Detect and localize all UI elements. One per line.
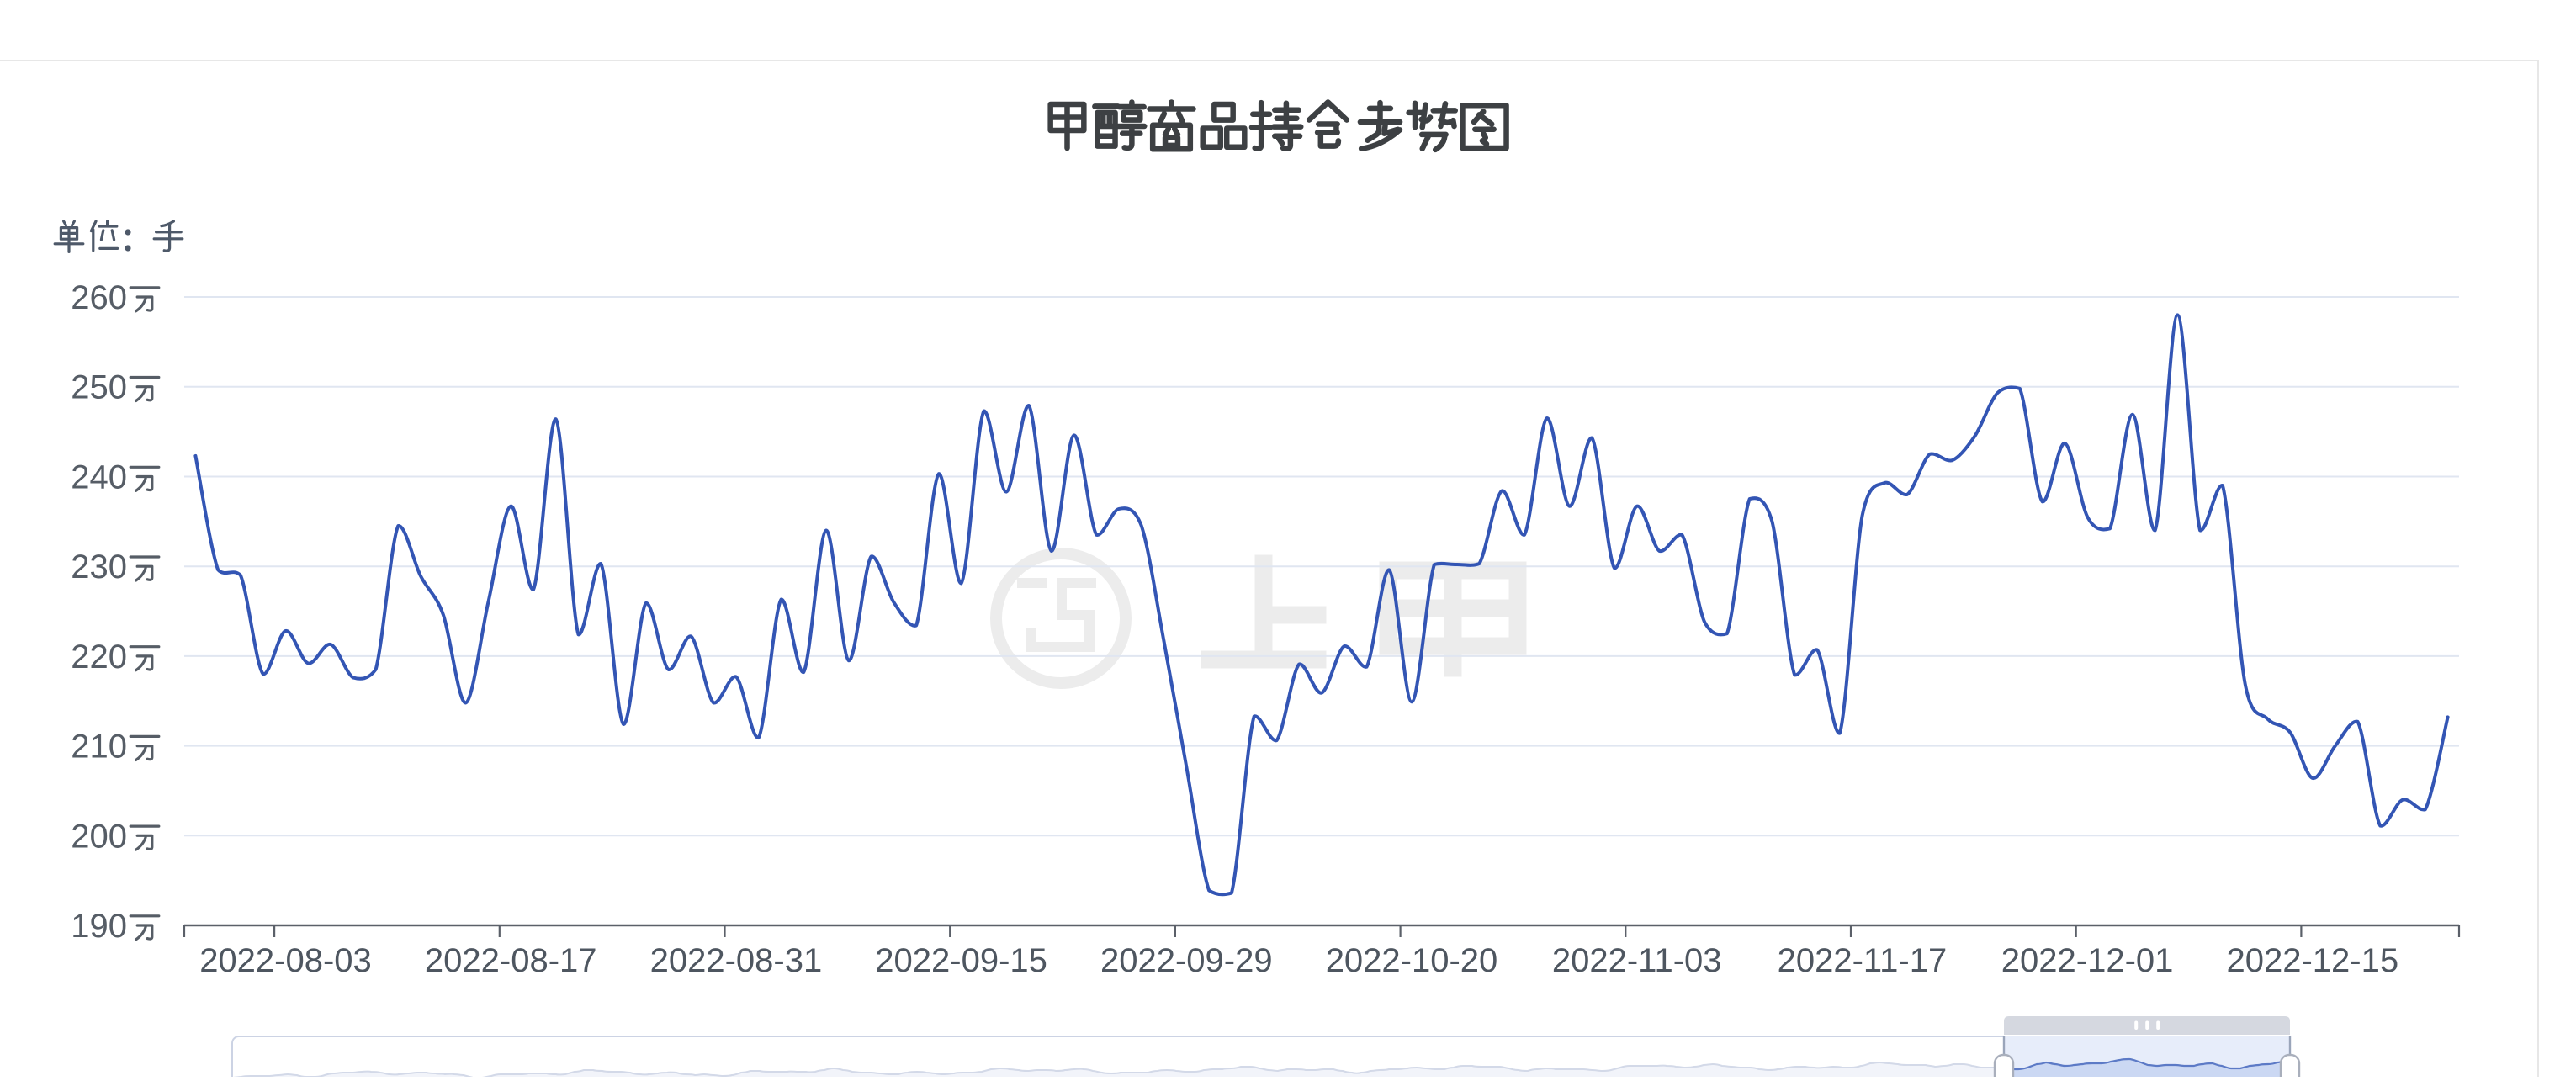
svg-text:2022-12-15: 2022-12-15 [2226,942,2398,979]
svg-text:2022-09-15: 2022-09-15 [875,942,1047,979]
svg-text:2022-08-17: 2022-08-17 [425,942,597,979]
svg-text:210: 210 [71,729,127,766]
svg-text:260: 260 [71,279,127,316]
svg-text:2022-08-31: 2022-08-31 [650,942,823,979]
svg-text:2022-11-03: 2022-11-03 [1552,942,1722,979]
svg-text:240: 240 [71,459,127,496]
svg-text:2022-12-01: 2022-12-01 [2001,942,2174,979]
svg-text:2022-09-29: 2022-09-29 [1100,942,1273,979]
svg-text:190: 190 [71,908,127,945]
svg-text:200: 200 [71,818,127,855]
svg-text:230: 230 [71,548,127,586]
svg-text:2022-11-17: 2022-11-17 [1778,942,1948,979]
svg-text:2022-10-20: 2022-10-20 [1326,942,1498,979]
svg-text:2022-08-03: 2022-08-03 [199,942,372,979]
svg-text:220: 220 [71,639,127,676]
svg-text:250: 250 [71,369,127,406]
